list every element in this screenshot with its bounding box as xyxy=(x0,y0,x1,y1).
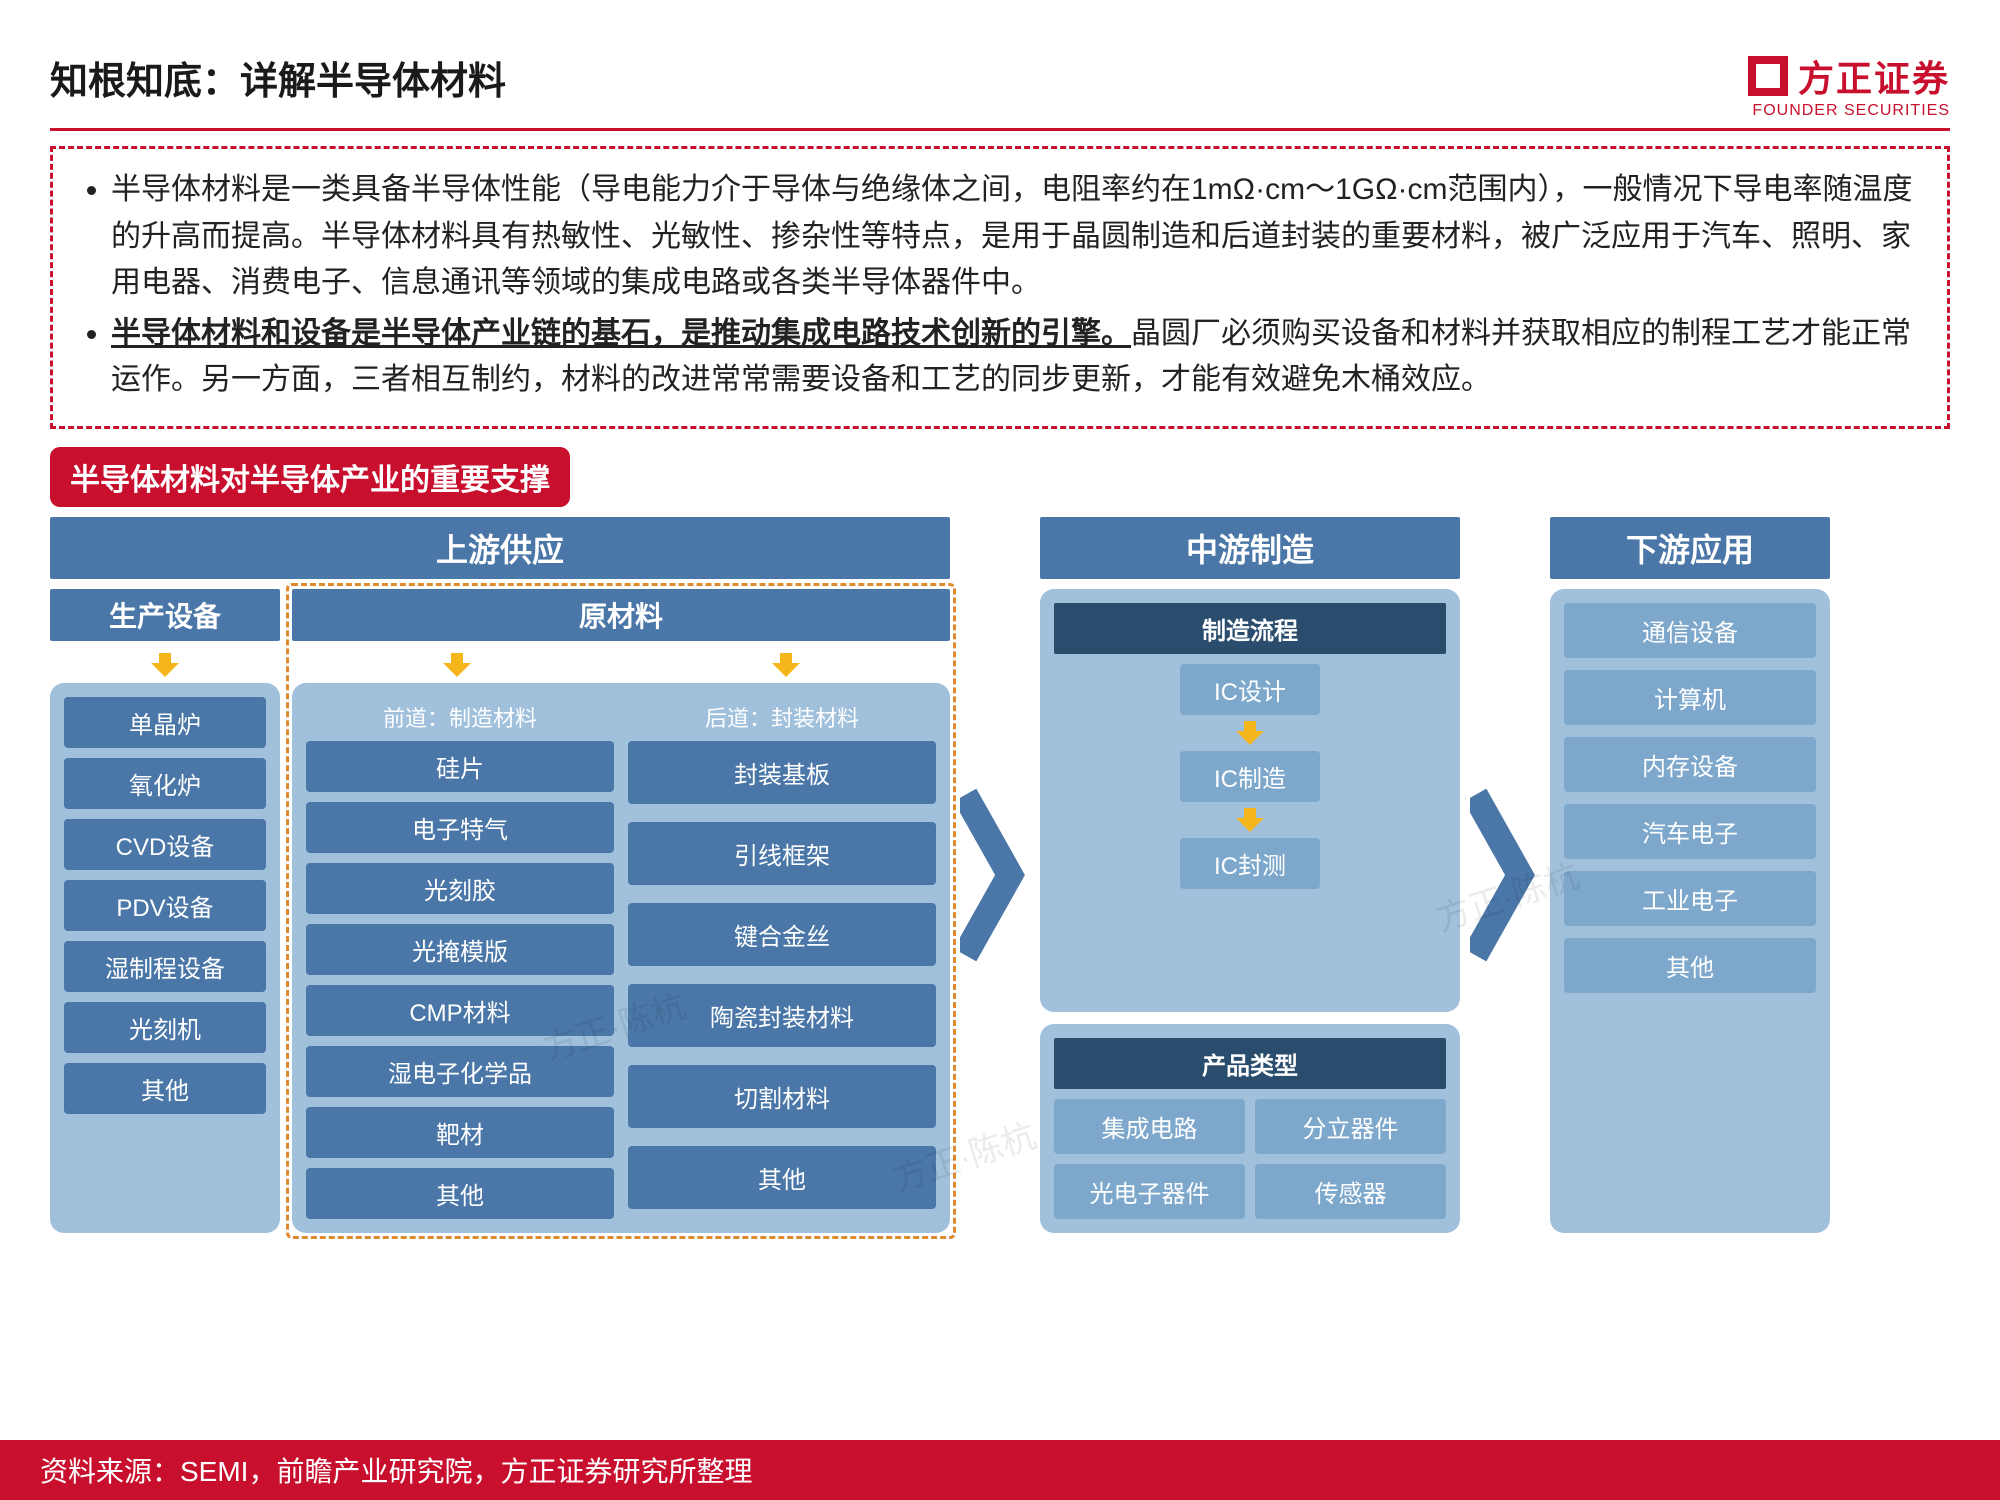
equip-item: PDV设备 xyxy=(64,880,266,931)
product-item: 传感器 xyxy=(1255,1164,1446,1219)
page-title: 知根知底：详解半导体材料 xyxy=(50,50,506,105)
logo-text-cn: 方正证券 xyxy=(1798,50,1950,102)
downstream-item: 汽车电子 xyxy=(1564,804,1816,859)
downstream-stage: 下游应用 通信设备 计算机 内存设备 汽车电子 工业电子 其他 xyxy=(1550,517,1830,1233)
title-underline xyxy=(50,128,1950,131)
logo-icon xyxy=(1748,56,1788,96)
equip-item: 氧化炉 xyxy=(64,758,266,809)
material-item: 引线框架 xyxy=(628,822,936,885)
intro-box: 半导体材料是一类具备半导体性能（导电能力介于导体与绝缘体之间，电阻率约在1mΩ·… xyxy=(50,146,1950,429)
material-item: 切割材料 xyxy=(628,1065,936,1128)
back-materials: 后道：封装材料 封装基板 引线框架 键合金丝 陶瓷封装材料 切割材料 其他 xyxy=(628,697,936,1219)
brand-logo: 方正证券 FOUNDER SECURITIES xyxy=(1748,50,1950,120)
material-item: 光刻胶 xyxy=(306,863,614,914)
equipment-header: 生产设备 xyxy=(50,589,280,641)
chevron-right-icon xyxy=(1470,785,1540,965)
flow-chevron xyxy=(1470,517,1540,1233)
material-item: 陶瓷封装材料 xyxy=(628,984,936,1047)
equip-item: CVD设备 xyxy=(64,819,266,870)
downstream-item: 其他 xyxy=(1564,938,1816,993)
arrow-row xyxy=(50,651,280,683)
product-item: 集成电路 xyxy=(1054,1099,1245,1154)
material-item: 湿电子化学品 xyxy=(306,1046,614,1097)
downstream-item: 计算机 xyxy=(1564,670,1816,725)
upstream-stage: 上游供应 生产设备 单晶炉 氧化炉 CVD设备 PDV设备 湿制程设备 光刻机 xyxy=(50,517,950,1233)
equip-item: 湿制程设备 xyxy=(64,941,266,992)
source-footer: 资料来源：SEMI，前瞻产业研究院，方正证券研究所整理 xyxy=(0,1440,2000,1500)
products-header: 产品类型 xyxy=(1054,1038,1446,1089)
process-header: 制造流程 xyxy=(1054,603,1446,654)
process-panel: 制造流程 IC设计 IC制造 IC封测 xyxy=(1040,589,1460,1012)
downstream-item: 工业电子 xyxy=(1564,871,1816,926)
equip-item: 其他 xyxy=(64,1063,266,1114)
materials-panel: 前道：制造材料 硅片 电子特气 光刻胶 光掩模版 CMP材料 湿电子化学品 靶材… xyxy=(292,683,950,1233)
midstream-header: 中游制造 xyxy=(1040,517,1460,579)
back-label: 后道：封装材料 xyxy=(628,697,936,741)
material-item: 光掩模版 xyxy=(306,924,614,975)
down-arrow-icon xyxy=(1236,808,1264,832)
down-arrow-icon xyxy=(1236,721,1264,745)
intro-bullet-2-bold: 半导体材料和设备是半导体产业链的基石，是推动集成电路技术创新的引擎。 xyxy=(111,317,1131,350)
process-step: IC制造 xyxy=(1180,751,1320,802)
material-item: 其他 xyxy=(628,1146,936,1209)
downstream-header: 下游应用 xyxy=(1550,517,1830,579)
arrow-row xyxy=(292,651,950,683)
material-item: 靶材 xyxy=(306,1107,614,1158)
materials-column: 原材料 前道：制造材料 硅片 电子特气 光刻胶 光掩模版 xyxy=(292,589,950,1233)
flow-chevron xyxy=(960,517,1030,1233)
midstream-stage: 中游制造 制造流程 IC设计 IC制造 IC封测 产品类型 集成电路 xyxy=(1040,517,1460,1233)
intro-bullet-2: 半导体材料和设备是半导体产业链的基石，是推动集成电路技术创新的引擎。晶圆厂必须购… xyxy=(111,311,1919,404)
upstream-header: 上游供应 xyxy=(50,517,950,579)
material-item: 键合金丝 xyxy=(628,903,936,966)
equipment-column: 生产设备 单晶炉 氧化炉 CVD设备 PDV设备 湿制程设备 光刻机 其他 xyxy=(50,589,280,1233)
material-item: 电子特气 xyxy=(306,802,614,853)
equip-item: 光刻机 xyxy=(64,1002,266,1053)
down-arrow-icon xyxy=(772,653,800,677)
process-step: IC封测 xyxy=(1180,838,1320,889)
process-step: IC设计 xyxy=(1180,664,1320,715)
material-item: 封装基板 xyxy=(628,741,936,804)
downstream-item: 内存设备 xyxy=(1564,737,1816,792)
supply-chain-flow: 上游供应 生产设备 单晶炉 氧化炉 CVD设备 PDV设备 湿制程设备 光刻机 xyxy=(50,517,1950,1233)
material-item: 硅片 xyxy=(306,741,614,792)
downstream-item: 通信设备 xyxy=(1564,603,1816,658)
front-label: 前道：制造材料 xyxy=(306,697,614,741)
material-item: 其他 xyxy=(306,1168,614,1219)
front-materials: 前道：制造材料 硅片 电子特气 光刻胶 光掩模版 CMP材料 湿电子化学品 靶材… xyxy=(306,697,614,1219)
equipment-panel: 单晶炉 氧化炉 CVD设备 PDV设备 湿制程设备 光刻机 其他 xyxy=(50,683,280,1233)
section-subtitle: 半导体材料对半导体产业的重要支撑 xyxy=(50,447,570,507)
materials-header: 原材料 xyxy=(292,589,950,641)
chevron-right-icon xyxy=(960,785,1030,965)
products-panel: 产品类型 集成电路 分立器件 光电子器件 传感器 xyxy=(1040,1024,1460,1233)
logo-text-en: FOUNDER SECURITIES xyxy=(1748,102,1950,120)
down-arrow-icon xyxy=(151,653,179,677)
product-item: 光电子器件 xyxy=(1054,1164,1245,1219)
down-arrow-icon xyxy=(443,653,471,677)
equip-item: 单晶炉 xyxy=(64,697,266,748)
downstream-panel: 通信设备 计算机 内存设备 汽车电子 工业电子 其他 xyxy=(1550,589,1830,1233)
intro-bullet-1: 半导体材料是一类具备半导体性能（导电能力介于导体与绝缘体之间，电阻率约在1mΩ·… xyxy=(111,167,1919,307)
material-item: CMP材料 xyxy=(306,985,614,1036)
product-item: 分立器件 xyxy=(1255,1099,1446,1154)
